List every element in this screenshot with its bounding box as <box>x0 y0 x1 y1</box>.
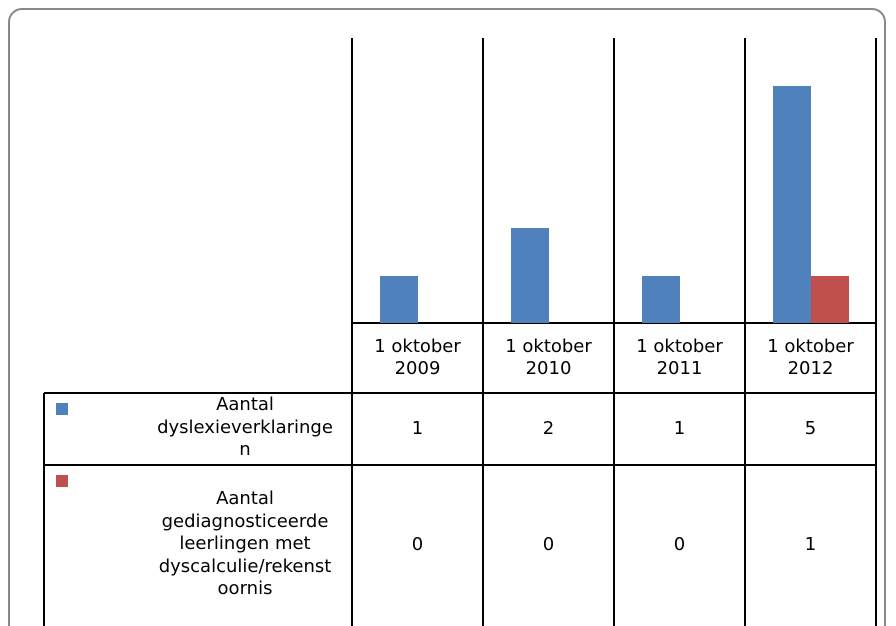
table-value: 5 <box>804 417 817 439</box>
legend-label: Aantal gediagnosticeerde leerlingen met … <box>158 488 332 600</box>
table-line <box>613 38 615 626</box>
table-line <box>352 322 876 324</box>
table-line <box>43 393 45 626</box>
table-value: 1 <box>673 417 686 439</box>
table-line <box>44 464 876 466</box>
x-tick-label: 1 oktober 2012 <box>767 335 854 380</box>
table-value: 2 <box>542 417 555 439</box>
x-tick-label: 1 oktober 2009 <box>374 335 461 380</box>
table-line <box>875 38 877 626</box>
table-value: 1 <box>411 417 424 439</box>
table-value: 0 <box>411 534 424 556</box>
bar <box>810 275 849 323</box>
x-tick-label: 1 oktober 2010 <box>505 335 592 380</box>
bar <box>641 275 680 323</box>
legend-key <box>56 403 68 415</box>
bar <box>510 228 549 323</box>
bar <box>379 275 418 323</box>
legend-key <box>56 475 68 487</box>
table-line <box>482 38 484 626</box>
bar <box>772 85 811 323</box>
chart-border <box>8 8 886 626</box>
table-value: 0 <box>542 534 555 556</box>
x-tick-label: 1 oktober 2011 <box>636 335 723 380</box>
table-line <box>44 392 876 394</box>
table-value: 1 <box>804 534 817 556</box>
table-line <box>744 38 746 626</box>
table-value: 0 <box>673 534 686 556</box>
legend-label: Aantal dyslexieverklaringen <box>157 394 333 461</box>
table-line <box>351 38 353 626</box>
